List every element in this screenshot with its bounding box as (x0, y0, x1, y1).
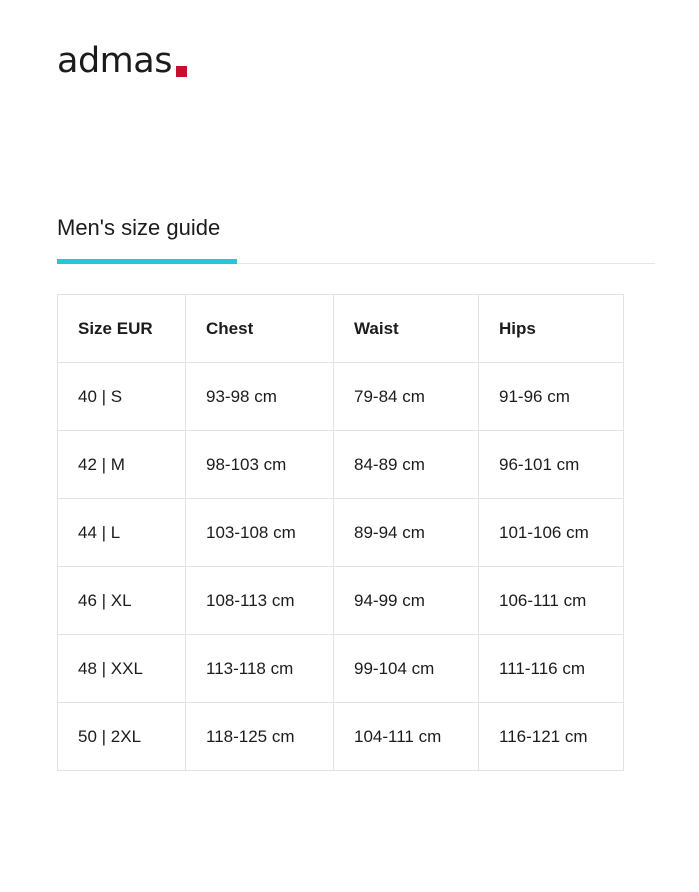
table-row: 50 | 2XL 118-125 cm 104-111 cm 116-121 c… (57, 702, 624, 771)
cell-hips: 96-101 cm (478, 430, 624, 499)
cell-size: 40 | S (57, 362, 186, 431)
cell-hips: 116-121 cm (478, 702, 624, 771)
brand-wordmark: admas (57, 41, 172, 81)
cell-size: 42 | M (57, 430, 186, 499)
column-header-hips: Hips (478, 294, 624, 363)
cell-waist: 94-99 cm (333, 566, 479, 635)
column-header-chest: Chest (185, 294, 334, 363)
table-row: 46 | XL 108-113 cm 94-99 cm 106-111 cm (57, 566, 624, 635)
brand-dot-icon (175, 66, 187, 77)
cell-size: 46 | XL (57, 566, 186, 635)
cell-size: 44 | L (57, 498, 186, 567)
cell-hips: 106-111 cm (478, 566, 624, 635)
cell-chest: 118-125 cm (185, 702, 334, 771)
cell-size: 48 | XXL (57, 634, 186, 703)
cell-waist: 79-84 cm (333, 362, 479, 431)
table-row: 42 | M 98-103 cm 84-89 cm 96-101 cm (57, 430, 624, 499)
cell-size: 50 | 2XL (57, 702, 186, 771)
cell-hips: 111-116 cm (478, 634, 624, 703)
brand-logo[interactable]: admas (57, 44, 187, 79)
column-header-waist: Waist (333, 294, 479, 363)
cell-chest: 98-103 cm (185, 430, 334, 499)
cell-hips: 101-106 cm (478, 498, 624, 567)
cell-chest: 93-98 cm (185, 362, 334, 431)
table-header-row: Size EUR Chest Waist Hips (57, 294, 624, 363)
cell-chest: 108-113 cm (185, 566, 334, 635)
cell-waist: 89-94 cm (333, 498, 479, 567)
table-row: 48 | XXL 113-118 cm 99-104 cm 111-116 cm (57, 634, 624, 703)
title-divider (57, 263, 655, 264)
table-row: 40 | S 93-98 cm 79-84 cm 91-96 cm (57, 362, 624, 431)
cell-waist: 104-111 cm (333, 702, 479, 771)
title-accent-bar (57, 259, 237, 264)
page-title: Men's size guide (57, 215, 221, 240)
cell-hips: 91-96 cm (478, 362, 624, 431)
cell-waist: 84-89 cm (333, 430, 479, 499)
table-row: 44 | L 103-108 cm 89-94 cm 101-106 cm (57, 498, 624, 567)
size-guide-table: Size EUR Chest Waist Hips 40 | S 93-98 c… (57, 294, 624, 771)
cell-waist: 99-104 cm (333, 634, 479, 703)
cell-chest: 103-108 cm (185, 498, 334, 567)
cell-chest: 113-118 cm (185, 634, 334, 703)
column-header-size-eur: Size EUR (57, 294, 186, 363)
